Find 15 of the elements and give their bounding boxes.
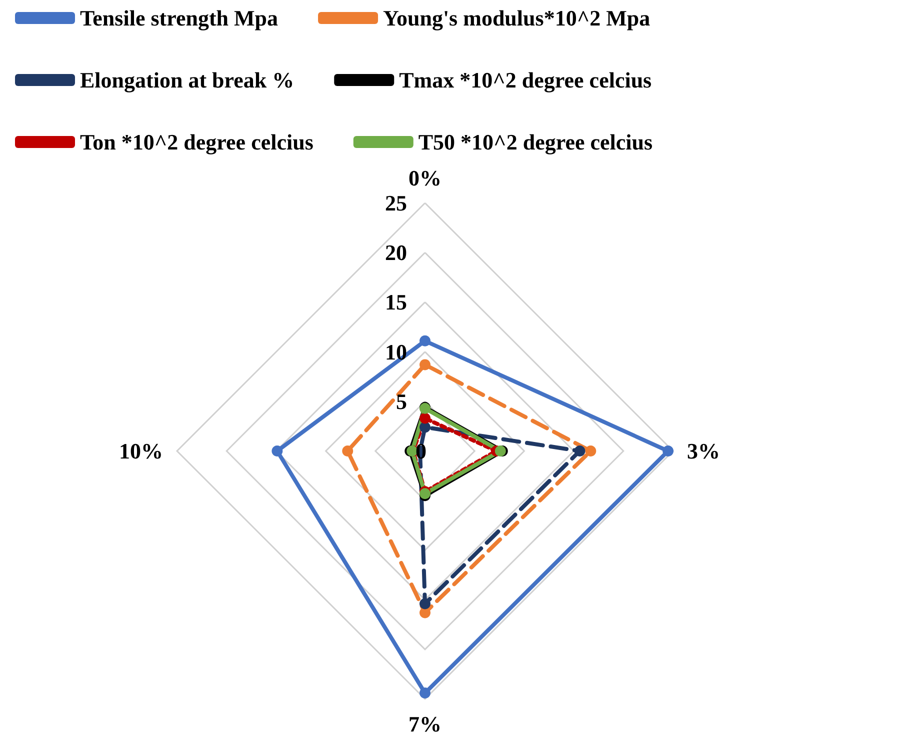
y-tick-label: 10 [385,339,407,364]
spoke-label: 3% [687,438,720,464]
legend-label: T50 *10^2 degree celcius [418,130,653,154]
spoke-label: 7% [408,712,442,736]
legend-label: Young's modulus*10^2 Mpa [383,6,650,30]
legend-label: Elongation at break % [80,68,294,92]
legend-label: Ton *10^2 degree celcius [80,130,314,154]
legend-label: Tensile strength Mpa [80,6,278,30]
y-tick-label: 20 [385,240,407,266]
y-tick-label: 25 [385,190,407,216]
spoke-label: 0% [408,166,442,190]
y-tick-label: 5 [396,388,407,414]
spoke-label: 10% [119,438,163,464]
legend-label: Tmax *10^2 degree celcius [399,68,652,92]
y-tick-label: 15 [385,290,407,315]
